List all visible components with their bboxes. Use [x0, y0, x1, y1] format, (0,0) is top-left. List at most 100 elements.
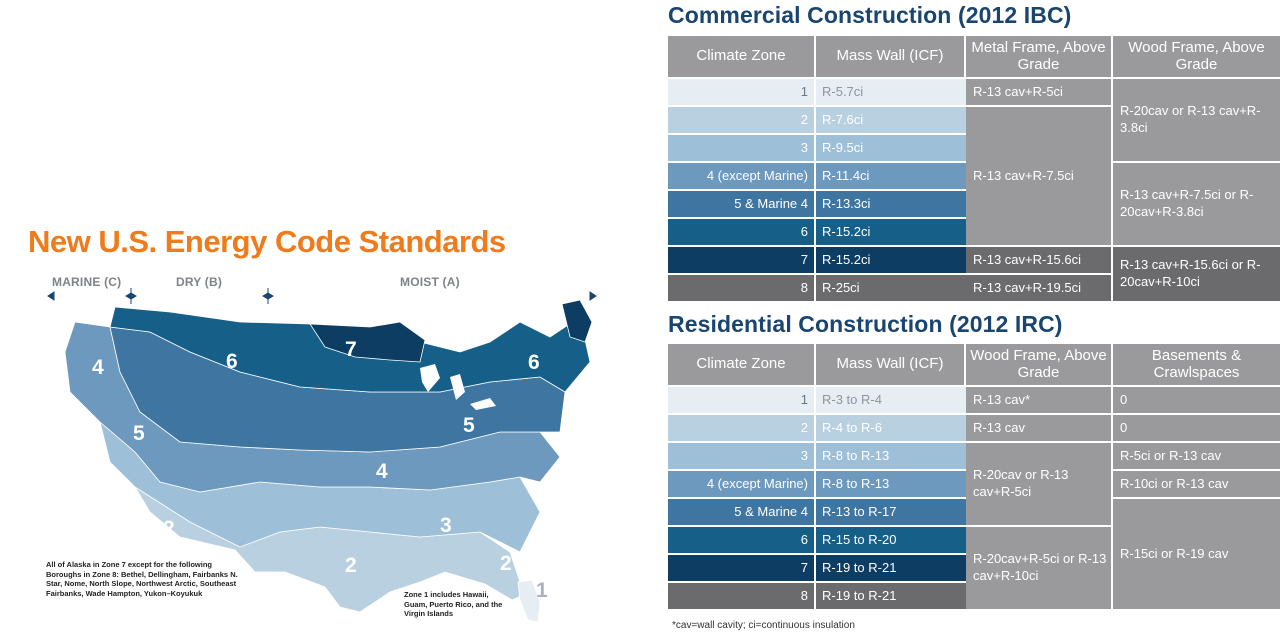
- zone-label: 2: [500, 552, 512, 575]
- table-row: 8 R-19 to R-21: [668, 583, 1280, 611]
- table-row: 2 R-7.6ci: [668, 107, 1280, 135]
- mass-wall-cell: R-19 to R-21: [816, 583, 966, 611]
- table-row: 4 (except Marine) R-11.4ci: [668, 163, 1280, 191]
- table-row: 7 R-19 to R-21: [668, 555, 1280, 583]
- mass-wall-cell: R-4 to R-6: [816, 415, 966, 443]
- arrow-divider-icon: [262, 292, 269, 300]
- region-label-moist: MOIST (A): [400, 275, 460, 289]
- zone-label: 3: [440, 514, 452, 537]
- mass-wall-cell: R-15.2ci: [816, 219, 966, 247]
- region-arrows: [47, 288, 597, 304]
- zone-label: 4: [92, 356, 104, 379]
- table-row: 5 & Marine 4 R-13.3ci: [668, 191, 1280, 219]
- mass-wall-cell: R-15.2ci: [816, 247, 966, 275]
- header-wood-frame: Wood Frame, Above Grade: [1113, 36, 1280, 79]
- mass-wall-cell: R-9.5ci: [816, 135, 966, 163]
- region-label-dry: DRY (B): [176, 275, 223, 289]
- basements-cell: R-15ci or R-19 cav: [1113, 499, 1280, 611]
- zone-cell: 6: [668, 527, 816, 555]
- mass-wall-cell: R-7.6ci: [816, 107, 966, 135]
- header-mass-wall: Mass Wall (ICF): [816, 344, 966, 387]
- arrow-left-icon: [47, 291, 55, 301]
- zone-cell: 3: [668, 135, 816, 163]
- zone-label: 6: [226, 350, 238, 373]
- zone1-note: Zone 1 includes Hawaii, Guam, Puerto Ric…: [404, 590, 503, 619]
- zone-cell: 2: [668, 107, 816, 135]
- zone-cell: 6: [668, 219, 816, 247]
- table-row: 4 (except Marine) R-8 to R-13: [668, 471, 1280, 499]
- arrow-divider-icon: [267, 292, 274, 300]
- zone-label: 5: [133, 422, 145, 445]
- basements-cell: 0: [1113, 387, 1280, 415]
- wood-frame-cell: R-13 cav*: [966, 387, 1113, 415]
- table-row: 6 R-15.2ci: [668, 219, 1280, 247]
- map-title: New U.S. Energy Code Standards: [28, 224, 506, 259]
- table-row: 5 & Marine 4 R-13 to R-17: [668, 499, 1280, 527]
- zone-1-region: [517, 579, 541, 623]
- metal-frame-cell: R-13 cav+R-5ci: [966, 79, 1113, 107]
- zone-7-region: [309, 321, 426, 363]
- table-row: 3 R-8 to R-13: [668, 443, 1280, 471]
- mass-wall-cell: R-25ci: [816, 275, 966, 303]
- metal-frame-cell: R-13 cav+R-15.6ci: [966, 247, 1113, 275]
- table-row: 1 R-3 to R-4: [668, 387, 1280, 415]
- header-climate-zone: Climate Zone: [668, 344, 816, 387]
- zone-label: 4: [376, 460, 388, 483]
- zone-label: 1: [536, 579, 548, 602]
- mass-wall-cell: R-13 to R-17: [816, 499, 966, 527]
- zone-label: 2: [163, 517, 175, 540]
- zone-cell: 8: [668, 275, 816, 303]
- table-row: 3 R-9.5ci: [668, 135, 1280, 163]
- wood-frame-cell: R-13 cav+R-7.5ci or R-20cav+R-3.8ci: [1113, 163, 1280, 247]
- zone-cell: 2: [668, 415, 816, 443]
- residential-table: Climate Zone Mass Wall (ICF) Wood Frame,…: [668, 344, 1280, 611]
- table-row: 8 R-25ci: [668, 275, 1280, 303]
- alaska-note: All of Alaska in Zone 7 except for the f…: [46, 560, 238, 598]
- zone-cell: 4 (except Marine): [668, 163, 816, 191]
- basements-cell: 0: [1113, 415, 1280, 443]
- header-metal-frame: Metal Frame, Above Grade: [966, 36, 1113, 79]
- zone-label: 3: [120, 489, 132, 512]
- great-lakes: [420, 364, 496, 410]
- metal-frame-cell: R-13 cav+R-19.5ci: [966, 275, 1113, 303]
- mass-wall-cell: R-8 to R-13: [816, 471, 966, 499]
- zone-cell: 1: [668, 79, 816, 107]
- wood-frame-cell: R-13 cav: [966, 415, 1113, 443]
- arrow-divider-icon: [125, 292, 132, 300]
- zone-label: 5: [463, 414, 475, 437]
- zone-number-labels: 4 6 7 6 5 5 4 3 2 3 2 2 1: [92, 338, 548, 602]
- zone-label: 2: [345, 554, 357, 577]
- footnote: *cav=wall cavity; ci=continuous insulati…: [672, 620, 855, 631]
- zone-cell: 5 & Marine 4: [668, 499, 816, 527]
- arrow-right-icon: [589, 291, 597, 301]
- table-row: 2 R-4 to R-6: [668, 415, 1280, 443]
- mass-wall-cell: R-5.7ci: [816, 79, 966, 107]
- zone-cell: 5 & Marine 4: [668, 191, 816, 219]
- header-climate-zone: Climate Zone: [668, 36, 816, 79]
- basements-cell: R-10ci or R-13 cav: [1113, 471, 1280, 499]
- header-basements: Basements & Crawlspaces: [1113, 344, 1280, 387]
- zone-cell: 7: [668, 555, 816, 583]
- zone-cell: 7: [668, 247, 816, 275]
- mass-wall-cell: R-11.4ci: [816, 163, 966, 191]
- basements-cell: R-5ci or R-13 cav: [1113, 443, 1280, 471]
- zone-label: 6: [528, 351, 540, 374]
- wood-frame-cell: R-20cav or R-13 cav+R-3.8ci: [1113, 79, 1280, 163]
- zone-label: 7: [345, 338, 357, 361]
- table-header-row: Climate Zone Mass Wall (ICF) Metal Frame…: [668, 36, 1280, 79]
- zone-regions: [64, 299, 593, 623]
- mass-wall-cell: R-8 to R-13: [816, 443, 966, 471]
- commercial-table: Climate Zone Mass Wall (ICF) Metal Frame…: [668, 36, 1280, 303]
- zone-cell: 4 (except Marine): [668, 471, 816, 499]
- zone-7-region-ne: [561, 299, 593, 343]
- zone-cell: 1: [668, 387, 816, 415]
- residential-title: Residential Construction (2012 IRC): [668, 311, 1063, 337]
- region-label-marine: MARINE (C): [52, 275, 122, 289]
- wood-frame-cell: R-20cav or R-13 cav+R-5ci: [966, 443, 1113, 527]
- table-header-row: Climate Zone Mass Wall (ICF) Wood Frame,…: [668, 344, 1280, 387]
- table-row: 7 R-15.2ci: [668, 247, 1280, 275]
- mass-wall-cell: R-15 to R-20: [816, 527, 966, 555]
- zone-cell: 3: [668, 443, 816, 471]
- header-wood-frame: Wood Frame, Above Grade: [966, 344, 1113, 387]
- mass-wall-cell: R-19 to R-21: [816, 555, 966, 583]
